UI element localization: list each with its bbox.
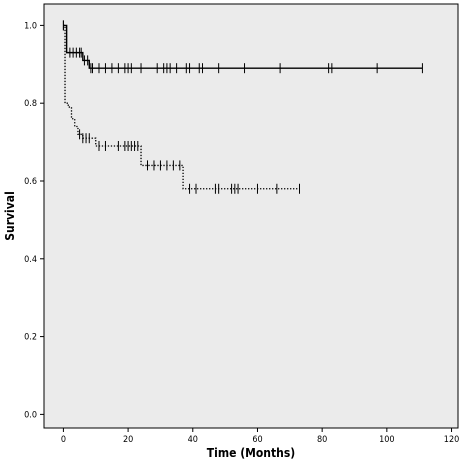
y-tick-label: 0.4 bbox=[24, 255, 37, 265]
y-tick-label: 0.0 bbox=[24, 410, 37, 420]
plot-area bbox=[43, 3, 459, 429]
y-axis-title: Survival bbox=[3, 191, 17, 241]
x-tick-label: 40 bbox=[188, 435, 198, 445]
y-tick-label: 0.6 bbox=[24, 177, 37, 187]
x-axis-title: Time (Months) bbox=[207, 446, 295, 460]
x-tick-label: 20 bbox=[123, 435, 133, 445]
x-tick-label: 100 bbox=[379, 435, 394, 445]
axis-layer: 0.0 0.2 0.4 0.6 0.8 1.0 0 20 40 60 80 100 120 bbox=[24, 21, 459, 445]
y-tick-label: 1.0 bbox=[24, 21, 37, 31]
x-tick-label: 0 bbox=[61, 435, 66, 445]
series-1-line bbox=[63, 24, 423, 69]
series-layer bbox=[62, 20, 423, 194]
x-tick-label: 80 bbox=[317, 435, 327, 445]
x-tick-label: 120 bbox=[444, 435, 459, 445]
x-tick-label: 60 bbox=[252, 435, 262, 445]
y-tick-label: 0.2 bbox=[24, 333, 37, 343]
y-tick-label: 0.8 bbox=[24, 99, 37, 109]
